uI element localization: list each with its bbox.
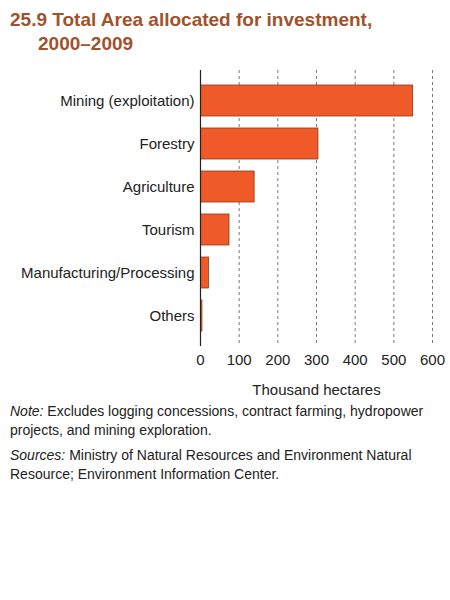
svg-text:Tourism: Tourism [142,221,195,238]
html-text:Note: Excludes logging concess: Note: Excludes logging concessions, cont… [10,403,424,438]
svg-text:Others: Others [149,307,194,324]
svg-text:Thousand hectares: Thousand hectares [252,381,380,398]
svg-text:Agriculture: Agriculture [123,178,195,195]
html-text:2000–2009: 2000–2009 [38,33,134,54]
svg-text:400: 400 [343,351,368,368]
html-text:25.9 Total Area allocated for: 25.9 Total Area allocated for investment… [10,9,373,30]
svg-text:100: 100 [227,351,252,368]
html-text:Sources: Ministry of Natural R: Sources: Ministry of Natural Resources a… [10,447,412,482]
svg-text:200: 200 [265,351,290,368]
svg-text:500: 500 [381,351,406,368]
svg-text:600: 600 [420,351,445,368]
svg-text:300: 300 [304,351,329,368]
svg-text:Mining (exploitation): Mining (exploitation) [60,92,194,109]
svg-text:0: 0 [196,351,204,368]
svg-text:Manufacturing/Processing: Manufacturing/Processing [21,264,194,281]
svg-text:Forestry: Forestry [139,135,195,152]
